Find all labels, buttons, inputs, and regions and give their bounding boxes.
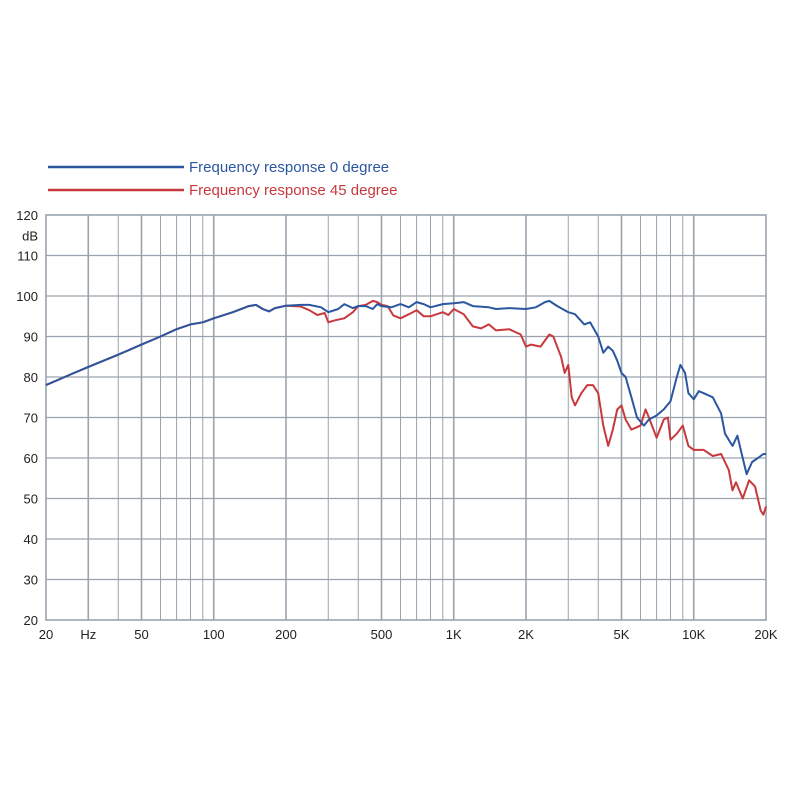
grid-major (46, 215, 766, 620)
x-tick-label: 5K (614, 627, 630, 642)
series-line-0-degree (45, 299, 766, 476)
y-tick-label: 120 (16, 208, 38, 223)
plot-frame (45, 214, 767, 621)
x-axis-ticks: 20 Hz 50 100 200 500 1K 2K 5K 10K 20K (39, 627, 778, 642)
x-tick-label: 200 (275, 627, 297, 642)
x-tick-label: 10K (682, 627, 705, 642)
y-axis-ticks: 120 110 100 90 80 70 60 50 40 30 20 (16, 208, 38, 628)
legend: Frequency response 0 degree Frequency res… (48, 159, 397, 199)
x-tick-label: 1K (446, 627, 462, 642)
y-tick-label: 40 (24, 532, 38, 547)
x-tick-label: 2K (518, 627, 534, 642)
x-tick-label: 50 (134, 627, 148, 642)
x-tick-label: 20K (754, 627, 777, 642)
y-axis-label: dB (22, 228, 38, 243)
y-tick-label: 80 (24, 370, 38, 385)
y-tick-label: 20 (24, 613, 38, 628)
y-tick-label: 90 (24, 330, 38, 345)
series-line-45-degree (45, 299, 767, 516)
y-tick-label: 30 (24, 573, 38, 588)
y-tick-label: 100 (16, 289, 38, 304)
x-tick-label: 500 (371, 627, 393, 642)
legend-label-45-degree: Frequency response 45 degree (189, 182, 397, 199)
legend-label-0-degree: Frequency response 0 degree (189, 159, 389, 176)
y-tick-label: 110 (17, 249, 38, 264)
x-tick-label: Hz (80, 627, 96, 642)
y-tick-label: 60 (24, 451, 38, 466)
y-tick-label: 50 (24, 492, 38, 507)
x-tick-label: 100 (203, 627, 225, 642)
y-tick-label: 70 (24, 411, 38, 426)
x-tick-label: 20 (39, 627, 53, 642)
series-layer (45, 299, 767, 516)
